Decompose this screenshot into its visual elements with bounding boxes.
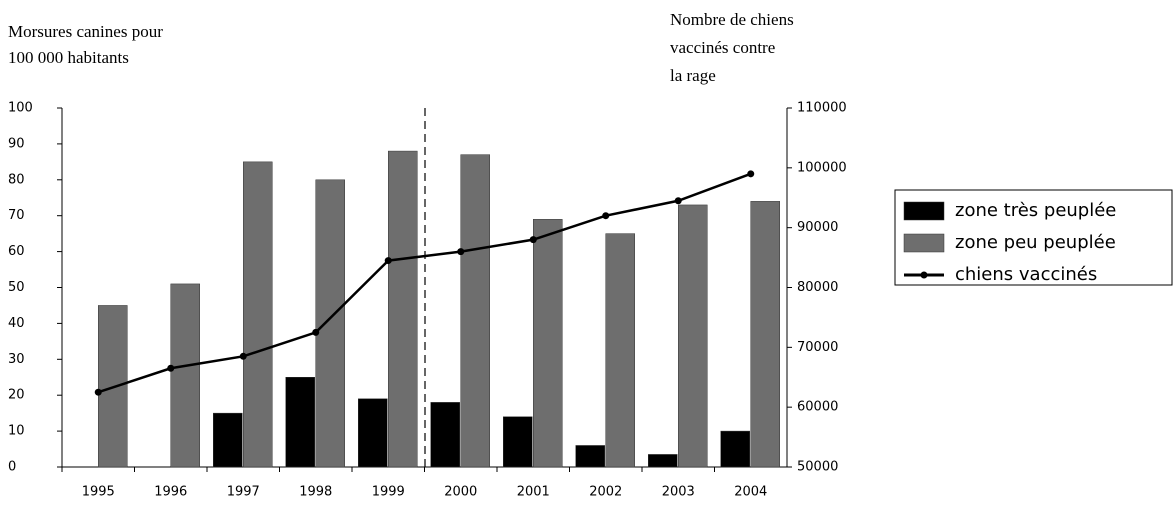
x-tick-label: 1997 — [227, 485, 260, 500]
y2-tick-label: 90000 — [797, 220, 838, 235]
y-tick-label: 0 — [8, 460, 16, 475]
y2-tick-label: 80000 — [797, 280, 838, 295]
marker — [384, 257, 392, 265]
y-tick-label: 60 — [8, 244, 25, 259]
y2-axis-label: la rage — [670, 66, 716, 85]
legend-marker — [920, 271, 928, 279]
y-tick-label: 100 — [8, 101, 33, 116]
x-tick-label: 2001 — [517, 485, 550, 500]
bar — [213, 412, 243, 468]
marker — [94, 388, 102, 396]
marker — [747, 170, 755, 178]
legend-label: zone peu peuplée — [955, 232, 1116, 253]
x-tick-label: 1995 — [82, 485, 115, 500]
marker — [529, 236, 537, 244]
legend-swatch — [903, 201, 945, 221]
x-tick-label: 2003 — [662, 485, 695, 500]
y2-tick-label: 60000 — [797, 400, 838, 415]
x-tick-label: 2000 — [444, 485, 477, 500]
bar — [243, 161, 273, 468]
bar — [750, 201, 780, 468]
y-tick-label: 70 — [8, 208, 25, 223]
bar — [170, 283, 200, 468]
bar — [358, 398, 388, 468]
y2-tick-label: 110000 — [797, 101, 847, 116]
y-tick-label: 90 — [8, 136, 25, 151]
y2-tick-label: 50000 — [797, 460, 838, 475]
marker — [239, 352, 247, 360]
marker — [312, 328, 320, 336]
x-tick-label: 2002 — [589, 485, 622, 500]
bar — [575, 445, 605, 468]
y-tick-label: 50 — [8, 280, 25, 295]
x-tick-label: 1996 — [154, 485, 187, 500]
bar — [605, 233, 635, 468]
bar — [315, 179, 345, 468]
y-tick-label: 30 — [8, 352, 25, 367]
bar — [430, 402, 460, 468]
y2-axis-label: vaccinés contre — [670, 38, 775, 57]
bar — [460, 154, 490, 468]
y-tick-label: 40 — [8, 316, 25, 331]
marker — [674, 197, 682, 205]
legend-label: chiens vaccinés — [955, 264, 1097, 285]
y2-tick-label: 70000 — [797, 340, 838, 355]
line — [97, 172, 752, 394]
legend-label: zone très peuplée — [955, 200, 1116, 221]
y-tick-label: 80 — [8, 172, 25, 187]
bar — [533, 219, 563, 468]
bar — [720, 430, 750, 468]
y-tick-label: 20 — [8, 388, 25, 403]
y2-tick-label: 100000 — [797, 160, 847, 175]
x-tick-label: 2004 — [734, 485, 767, 500]
marker — [602, 212, 610, 220]
bar — [678, 204, 708, 468]
y-axis-label: 100 000 habitants — [8, 48, 129, 67]
y-tick-label: 10 — [8, 424, 25, 439]
marker — [167, 364, 175, 372]
legend-box — [894, 189, 1173, 286]
x-tick-label: 1998 — [299, 485, 332, 500]
marker — [457, 248, 465, 256]
bar — [388, 150, 418, 468]
bar — [285, 377, 315, 468]
bar — [648, 454, 678, 468]
x-tick-label: 1999 — [372, 485, 405, 500]
y2-axis-label: Nombre de chiens — [670, 10, 794, 29]
legend-swatch — [903, 233, 945, 253]
bar — [503, 416, 533, 468]
y-axis-label: Morsures canines pour — [8, 22, 163, 41]
